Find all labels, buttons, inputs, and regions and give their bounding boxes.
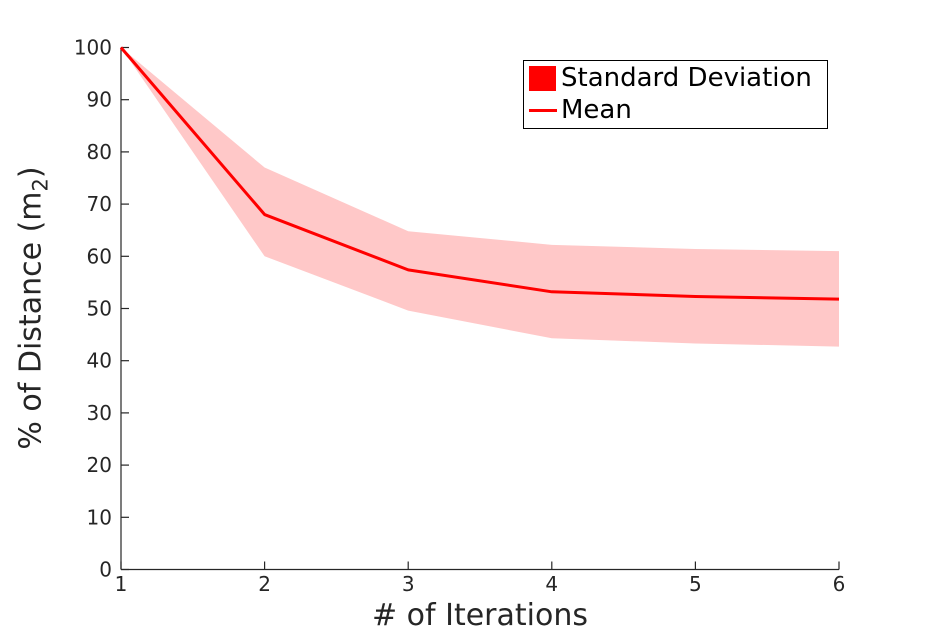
mean-line-swatch-icon [529,108,557,112]
y-tick-label: 20 [87,453,112,477]
std-deviation-swatch-icon [529,66,556,92]
y-tick-label: 60 [87,244,112,268]
y-tick-label: 90 [87,88,112,112]
legend-label-mean: Mean [561,95,632,126]
y-tick-label: 50 [87,297,112,321]
y-tick-label: 80 [87,140,112,164]
swatch-box [529,108,561,112]
y-axis-title: % of Distance (m2) [14,166,53,449]
x-tick-label: 3 [402,572,415,596]
legend-item-standard-deviation: Standard Deviation [529,64,827,93]
y-tick-label: 30 [87,401,112,425]
y-tick-label: 100 [74,36,112,60]
y-axis-title-subscript: 2 [28,178,53,192]
legend-label-standard-deviation: Standard Deviation [561,63,812,94]
y-axis-title-close: ) [13,166,49,179]
x-tick-label: 6 [833,572,846,596]
y-tick-label: 40 [87,349,112,373]
mean-line [119,46,840,301]
x-tick-label: 2 [258,572,271,596]
y-tick-label: 10 [87,505,112,529]
legend-item-mean: Mean [529,96,827,125]
y-tick-label: 0 [99,558,112,582]
legend: Standard Deviation Mean [523,60,828,129]
swatch-box [529,66,561,92]
std-deviation-band [121,47,839,347]
x-axis-title: # of Iterations [371,598,588,633]
y-tick-label: 70 [87,192,112,216]
x-tick-label: 1 [115,572,128,596]
x-tick-label: 5 [689,572,702,596]
y-axis-title-text: % of Distance (m [13,191,49,450]
x-tick-label: 4 [545,572,558,596]
